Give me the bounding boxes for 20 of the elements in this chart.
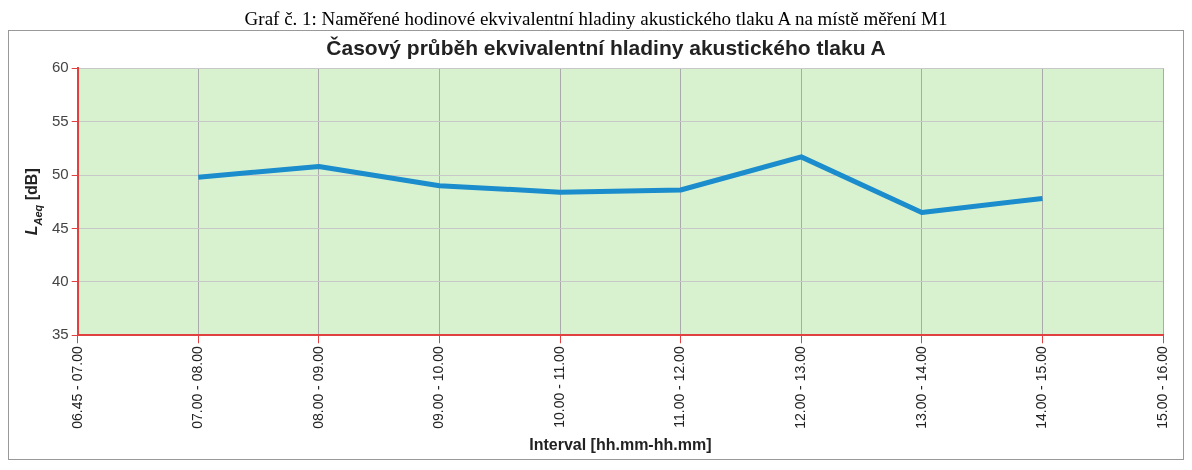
x-tick-label: 15.00 - 16.00 bbox=[1153, 346, 1170, 429]
y-tick-label: 40 bbox=[52, 272, 69, 290]
y-tick-label: 50 bbox=[52, 165, 69, 183]
x-tick-label: 06.45 - 07.00 bbox=[68, 346, 85, 429]
x-tick-label: 14.00 - 15.00 bbox=[1033, 346, 1050, 429]
y-tick-label: 60 bbox=[52, 58, 69, 76]
y-tick-label: 35 bbox=[52, 325, 69, 343]
text: Graf č. 1: Naměřené hodinové ekvivalentní hladiny akustického tlaku A na místě měření M1 bbox=[243, 8, 949, 30]
x-tick-label: 11.00 - 12.00 bbox=[671, 346, 688, 428]
x-tick-label: 10.00 - 11.00 bbox=[550, 346, 567, 428]
x-tick-label: 07.00 - 08.00 bbox=[189, 346, 206, 429]
x-tick-label: 12.00 - 13.00 bbox=[792, 346, 809, 429]
x-tick-label: 13.00 - 14.00 bbox=[912, 346, 929, 429]
x-tick-label: 09.00 - 10.00 bbox=[430, 346, 447, 429]
x-tick-label: 08.00 - 09.00 bbox=[309, 346, 326, 429]
x-axis-title: Interval [hh.mm-hh.mm] bbox=[529, 435, 712, 453]
y-tick-label: 45 bbox=[52, 218, 69, 236]
chart-title: Časový průběh ekvivalentní hladiny akustického tlaku A bbox=[326, 36, 886, 60]
y-tick-label: 55 bbox=[52, 111, 69, 129]
y-axis-title: LAeq [dB] bbox=[23, 168, 44, 236]
